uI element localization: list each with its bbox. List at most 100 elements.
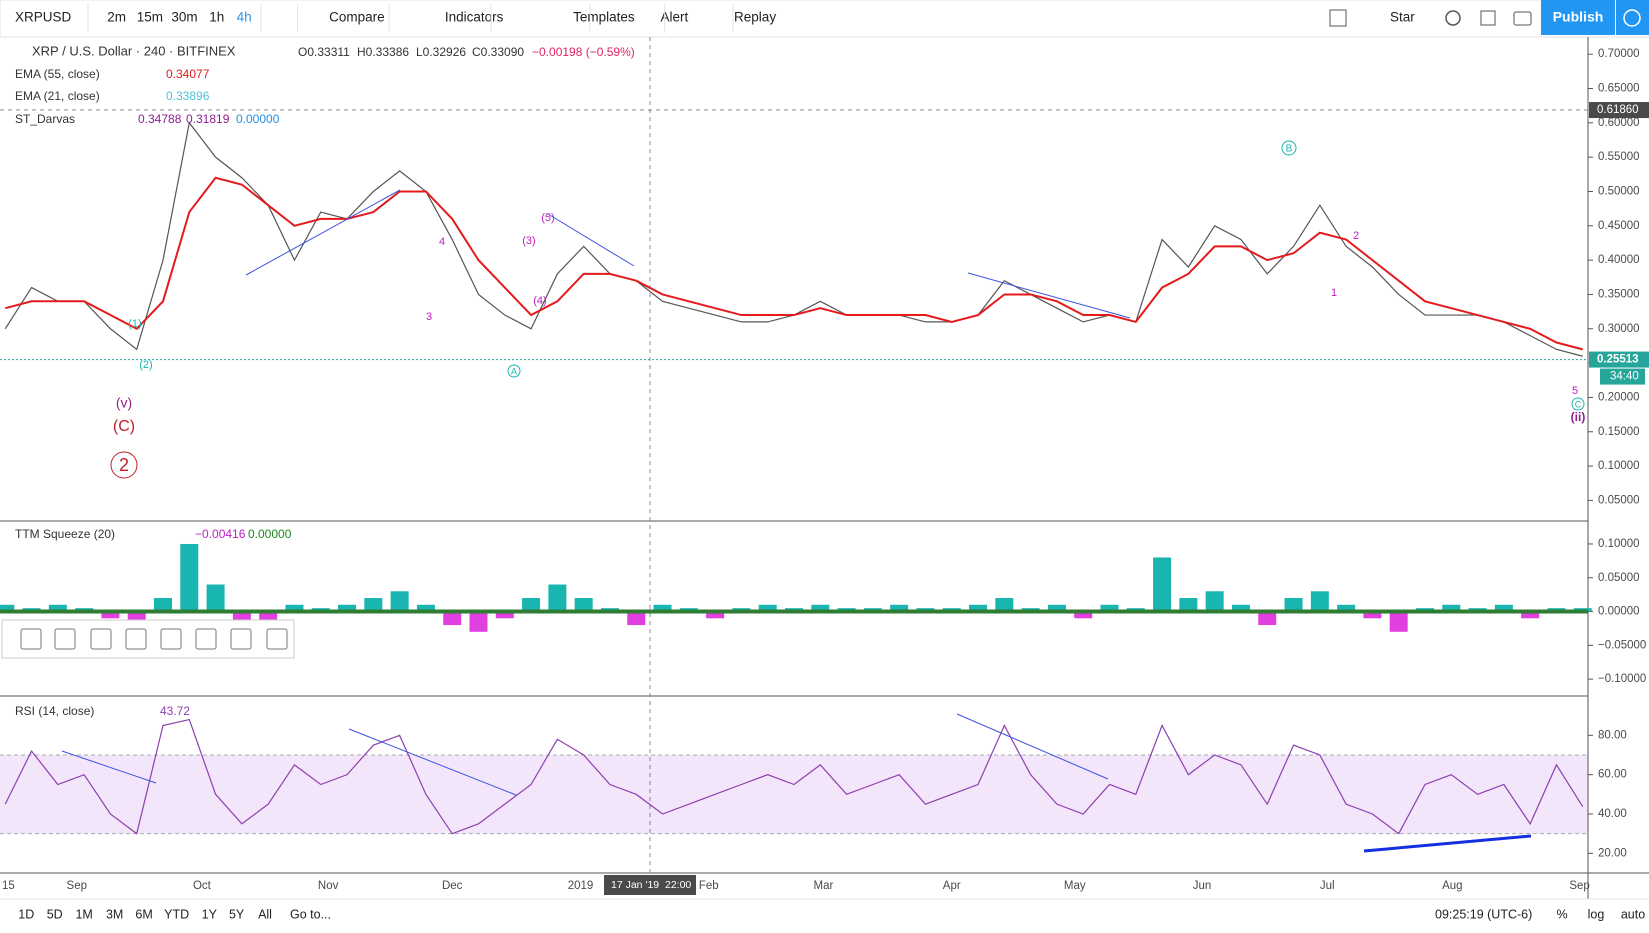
- x-tick-label: 15: [2, 880, 15, 892]
- y-tick-label: 0.05000: [1598, 494, 1640, 506]
- squeeze-bar: [1047, 604, 1066, 612]
- wave-label: (3): [522, 235, 535, 247]
- range-button[interactable]: 1M: [75, 907, 92, 921]
- settings-icon[interactable]: [1445, 10, 1461, 26]
- squeeze-bar: [995, 598, 1014, 612]
- y-tick-label: 60.00: [1598, 769, 1627, 781]
- ttm-name: TTM Squeeze (20): [15, 527, 115, 541]
- x-tick-label: Aug: [1442, 880, 1462, 892]
- squeeze-bar: [706, 611, 725, 619]
- squeeze-bar: [206, 584, 225, 612]
- y-tick-label: 0.40000: [1598, 254, 1640, 266]
- range-button[interactable]: 1Y: [202, 907, 218, 921]
- interval[interactable]: 15m: [137, 10, 163, 25]
- rsi-trendline: [956, 713, 1109, 780]
- ohlc-low: L0.32926: [416, 45, 466, 59]
- toolbar-button[interactable]: Templates: [573, 10, 635, 25]
- toolbar-button[interactable]: Replay: [734, 10, 776, 25]
- scale-option[interactable]: auto: [1621, 907, 1645, 921]
- drawing-tool[interactable]: [20, 628, 42, 650]
- interval[interactable]: 2m: [107, 10, 126, 25]
- wave-label: A: [511, 366, 517, 376]
- squeeze-bar: [522, 598, 541, 612]
- symbol[interactable]: XRPUSD: [15, 10, 72, 25]
- rsi-trendline: [1363, 834, 1532, 853]
- interval[interactable]: 4h: [237, 10, 252, 25]
- trendline: [245, 189, 401, 276]
- drawing-tool[interactable]: [195, 628, 217, 650]
- publish-button[interactable]: [1541, 0, 1615, 35]
- crosshair-date: 17 Jan '19: [611, 879, 659, 891]
- ema21-name: EMA (21, close): [15, 89, 100, 103]
- snapshot-icon[interactable]: [1513, 11, 1532, 26]
- squeeze-bar: [0, 604, 15, 612]
- wave-circle: [507, 364, 521, 378]
- y-tick-label: 0.60000: [1598, 117, 1640, 129]
- crosshair-time: 22:00: [665, 879, 691, 891]
- x-tick-label: Sep: [1569, 880, 1589, 892]
- squeeze-bar: [48, 604, 67, 612]
- drawing-tool[interactable]: [266, 628, 288, 650]
- wave-label: 5: [1572, 385, 1578, 397]
- rsi-trendline: [348, 728, 517, 796]
- squeeze-bar: [154, 598, 173, 612]
- wave-circle: [1571, 397, 1585, 411]
- drawing-tool[interactable]: [54, 628, 76, 650]
- range-button[interactable]: 5D: [47, 907, 63, 921]
- y-tick-label: 0.35000: [1598, 288, 1640, 300]
- checkbox[interactable]: [1329, 9, 1347, 27]
- squeeze-bar: [364, 598, 383, 612]
- crosshair-label: 0.61860: [1597, 104, 1639, 116]
- fullscreen-icon[interactable]: [1480, 10, 1496, 26]
- toolbar-button[interactable]: Indicators: [445, 10, 504, 25]
- wave-label: 1: [1331, 287, 1337, 299]
- range-button[interactable]: 1D: [18, 907, 34, 921]
- rsi-trendline: [61, 750, 157, 784]
- squeeze-bar: [495, 611, 514, 619]
- scale-option[interactable]: log: [1588, 907, 1605, 921]
- range-button[interactable]: 6M: [135, 907, 152, 921]
- rsi-band: [0, 755, 1588, 834]
- ttm-value: 0.00000: [248, 527, 292, 541]
- sidebar-toggle[interactable]: [1616, 0, 1649, 35]
- ohlc-high: H0.33386: [357, 45, 409, 59]
- squeeze-bar: [1074, 611, 1093, 619]
- scale-option[interactable]: %: [1556, 907, 1567, 921]
- squeeze-bar: [1258, 611, 1277, 626]
- range-button[interactable]: All: [258, 907, 272, 921]
- wave-label: B: [1286, 144, 1293, 155]
- ema55-name: EMA (55, close): [15, 67, 100, 81]
- squeeze-bar: [180, 543, 199, 612]
- trendline: [967, 272, 1131, 319]
- goto[interactable]: Go to...: [290, 907, 331, 921]
- range-button[interactable]: 5Y: [229, 907, 245, 921]
- publish-label: Publish: [1553, 9, 1604, 25]
- interval[interactable]: 1h: [209, 10, 224, 25]
- toolbar: [0, 0, 1649, 38]
- wave-label: (v): [116, 395, 132, 411]
- darvas-value: 0.00000: [236, 112, 280, 126]
- drawing-tool[interactable]: [125, 628, 147, 650]
- squeeze-bar: [890, 604, 909, 612]
- drawing-tool[interactable]: [160, 628, 182, 650]
- rsi-line: [4, 718, 1584, 835]
- darvas-value: 0.31819: [186, 112, 230, 126]
- ohlc-open: O0.33311: [298, 45, 350, 59]
- x-tick-label: Nov: [318, 880, 339, 892]
- ema55-value: 0.34077: [166, 67, 210, 81]
- crosshair-tag: [1589, 102, 1649, 119]
- drawing-tool[interactable]: [230, 628, 252, 650]
- range-button[interactable]: 3M: [106, 907, 123, 921]
- wave-circle: [110, 451, 138, 479]
- range-button[interactable]: YTD: [164, 907, 189, 921]
- squeeze-bar: [416, 604, 435, 612]
- toolbar-button[interactable]: Alert: [660, 10, 688, 25]
- drawing-tool[interactable]: [90, 628, 112, 650]
- star[interactable]: Star: [1390, 10, 1415, 25]
- squeeze-bar: [1389, 611, 1408, 632]
- toolbar-button[interactable]: Compare: [329, 10, 385, 25]
- wave-label: (C): [113, 418, 135, 435]
- wave-label: (2): [139, 359, 152, 371]
- interval[interactable]: 30m: [171, 10, 197, 25]
- y-tick-label: 0.55000: [1598, 151, 1640, 163]
